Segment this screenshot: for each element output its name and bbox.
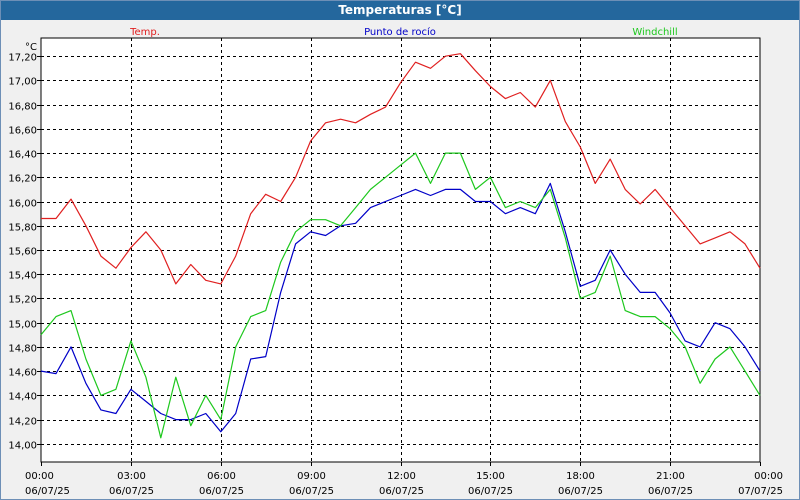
x-tick-date: 06/07/25 xyxy=(379,486,424,497)
x-tick-time: 18:00 xyxy=(566,471,595,482)
x-tick-date: 06/07/25 xyxy=(289,486,334,497)
y-tick-label: 15,40 xyxy=(8,271,37,282)
y-tick-label: 17,00 xyxy=(8,77,37,88)
y-axis-unit: °C xyxy=(25,42,37,53)
x-tick-time: 00:00 xyxy=(754,471,783,482)
series-lines xyxy=(40,53,761,439)
y-tick-label: 14,40 xyxy=(8,392,37,403)
x-tick-date: 07/07/25 xyxy=(738,486,783,497)
y-tick-label: 16,80 xyxy=(8,102,37,113)
y-tick-label: 14,20 xyxy=(8,417,37,428)
x-tick-time: 21:00 xyxy=(656,471,685,482)
legend-windchill: Windchill xyxy=(632,27,677,38)
y-tick-label: 14,60 xyxy=(8,368,37,379)
plot-area xyxy=(40,37,761,463)
x-tick-time: 09:00 xyxy=(297,471,326,482)
x-tick-date: 06/07/25 xyxy=(468,486,513,497)
grid-lines xyxy=(41,38,760,462)
legend-dewpoint: Punto de rocío xyxy=(364,26,436,38)
y-tick-label: 15,00 xyxy=(8,320,37,331)
y-tick-label: 16,60 xyxy=(8,126,37,137)
x-tick-time: 00:00 xyxy=(25,471,54,482)
y-tick-label: 15,80 xyxy=(8,223,37,234)
x-axis-ticks: 00:00 06/07/25 03:00 06/07/25 06:00 06/07/25 0… xyxy=(25,462,783,497)
y-axis-ticks: 14,00 14,20 14,40 14,60 14,80 15,00 15,20 15,40… xyxy=(8,53,41,452)
x-tick-time: 12:00 xyxy=(387,471,416,482)
x-tick-time: 06:00 xyxy=(207,471,236,482)
y-tick-label: 16,00 xyxy=(8,199,37,210)
y-tick-label: 15,60 xyxy=(8,247,37,258)
y-tick-label: 16,40 xyxy=(8,150,37,161)
y-tick-label: 16,20 xyxy=(8,174,37,185)
x-tick-time: 03:00 xyxy=(117,471,146,482)
y-tick-label: 17,20 xyxy=(8,53,37,64)
y-tick-label: 14,80 xyxy=(8,344,37,355)
y-tick-label: 15,20 xyxy=(8,295,37,306)
x-tick-date: 06/07/25 xyxy=(648,486,693,497)
chart-title: Temperaturas [°C] xyxy=(1,1,799,20)
x-tick-date: 06/07/25 xyxy=(199,486,244,497)
x-tick-date: 06/07/25 xyxy=(25,486,70,497)
y-tick-label: 14,00 xyxy=(8,441,37,452)
x-tick-date: 06/07/25 xyxy=(558,486,603,497)
series-line-3 xyxy=(40,152,761,439)
x-tick-time: 15:00 xyxy=(476,471,505,482)
series-line-1 xyxy=(41,53,761,285)
series-line-2 xyxy=(40,182,761,433)
legend-temp: Temp. xyxy=(129,27,160,38)
x-tick-date: 06/07/25 xyxy=(109,486,154,497)
